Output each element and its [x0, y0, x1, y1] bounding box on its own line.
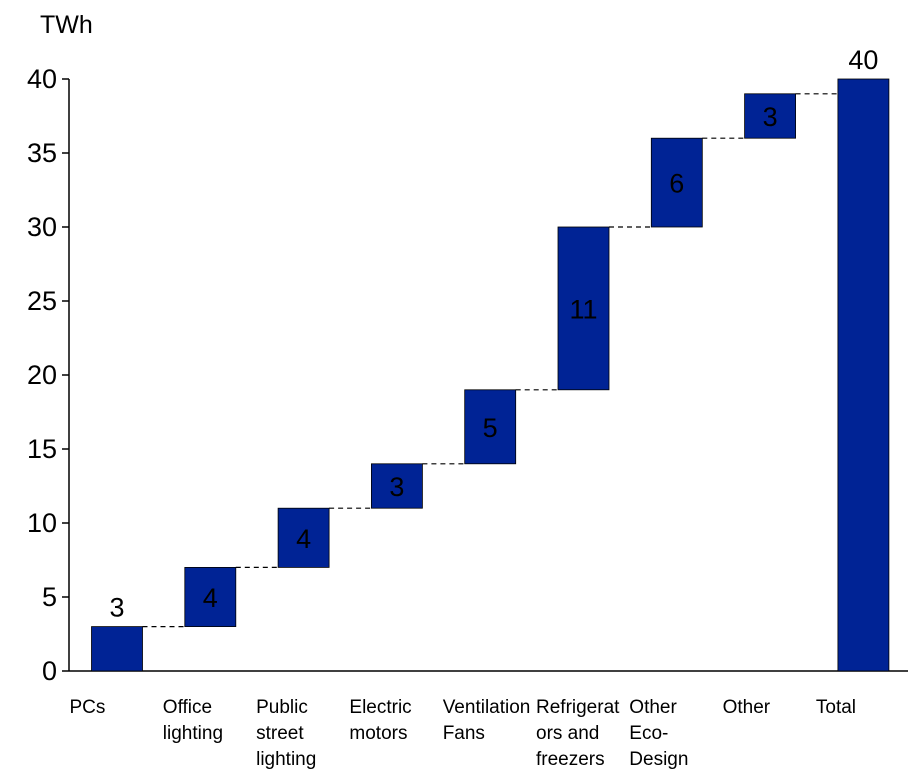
- y-tick-label: 20: [27, 360, 57, 390]
- category-label-line: street: [256, 723, 304, 744]
- y-tick-label: 35: [27, 138, 57, 168]
- y-tick-label: 10: [27, 508, 57, 538]
- y-tick-label: 30: [27, 212, 57, 242]
- bar-value-label: 4: [296, 524, 311, 554]
- category-label-line: PCs: [70, 697, 106, 718]
- category-label-line: Refrigerat: [536, 697, 620, 718]
- category-label: PCs: [70, 697, 106, 718]
- bar-value-label: 11: [569, 294, 597, 324]
- bar: [370, 463, 423, 509]
- category-label-line: Design: [629, 749, 688, 770]
- category-label-line: Ventilation: [443, 697, 531, 718]
- category-label: Electric motors: [349, 697, 411, 744]
- category-label: Other Eco- Design: [629, 697, 688, 770]
- bar-value-label: 5: [483, 413, 498, 443]
- bars: [91, 78, 890, 672]
- y-tick-label: 5: [42, 582, 57, 612]
- bar: [557, 226, 610, 391]
- bar-value-label: 4: [203, 583, 218, 613]
- bar-value-label: 3: [763, 102, 778, 132]
- bar: [837, 78, 890, 672]
- category-label: Office lighting: [163, 697, 223, 744]
- category-label-line: Fans: [443, 723, 485, 744]
- category-label-line: Office: [163, 697, 212, 718]
- bar-value-label: 6: [669, 169, 684, 199]
- category-labels: PCs Office lighting Public street lighting Ele…: [70, 697, 857, 770]
- category-label-line: lighting: [256, 749, 316, 770]
- category-label-line: Other: [723, 697, 771, 718]
- category-label-line: Public: [256, 697, 308, 718]
- y-tick-label: 25: [27, 286, 57, 316]
- category-label-line: Electric: [349, 697, 411, 718]
- bar-value-label: 3: [109, 593, 124, 623]
- category-label-line: lighting: [163, 723, 223, 744]
- category-label-line: Other: [629, 697, 677, 718]
- bar: [184, 567, 237, 628]
- category-label-line: Eco-: [629, 723, 668, 744]
- bar: [464, 389, 517, 465]
- bar-value-label: 3: [389, 472, 404, 502]
- connector-lines: [142, 93, 838, 628]
- category-label: Refrigerat ors and freezers: [536, 697, 620, 770]
- unit-label: TWh: [40, 11, 93, 39]
- category-label-line: Total: [816, 697, 856, 718]
- bar-labels: 3 4 4 3 5 11 6 3 40: [109, 45, 878, 623]
- category-label: Other: [723, 697, 771, 718]
- y-tick-label: 0: [42, 656, 57, 686]
- y-tick-label: 15: [27, 434, 57, 464]
- category-label-line: ors and: [536, 723, 599, 744]
- category-label: Ventilation Fans: [443, 697, 531, 744]
- bar: [277, 507, 330, 568]
- bar: [744, 93, 796, 139]
- bar-value-label: 40: [848, 45, 878, 75]
- bar: [650, 137, 703, 228]
- category-label: Total: [816, 697, 856, 718]
- category-label: Public street lighting: [256, 697, 316, 770]
- y-tick-label: 40: [27, 64, 57, 94]
- category-label-line: motors: [349, 723, 407, 744]
- bar: [91, 626, 143, 672]
- category-label-line: freezers: [536, 749, 605, 770]
